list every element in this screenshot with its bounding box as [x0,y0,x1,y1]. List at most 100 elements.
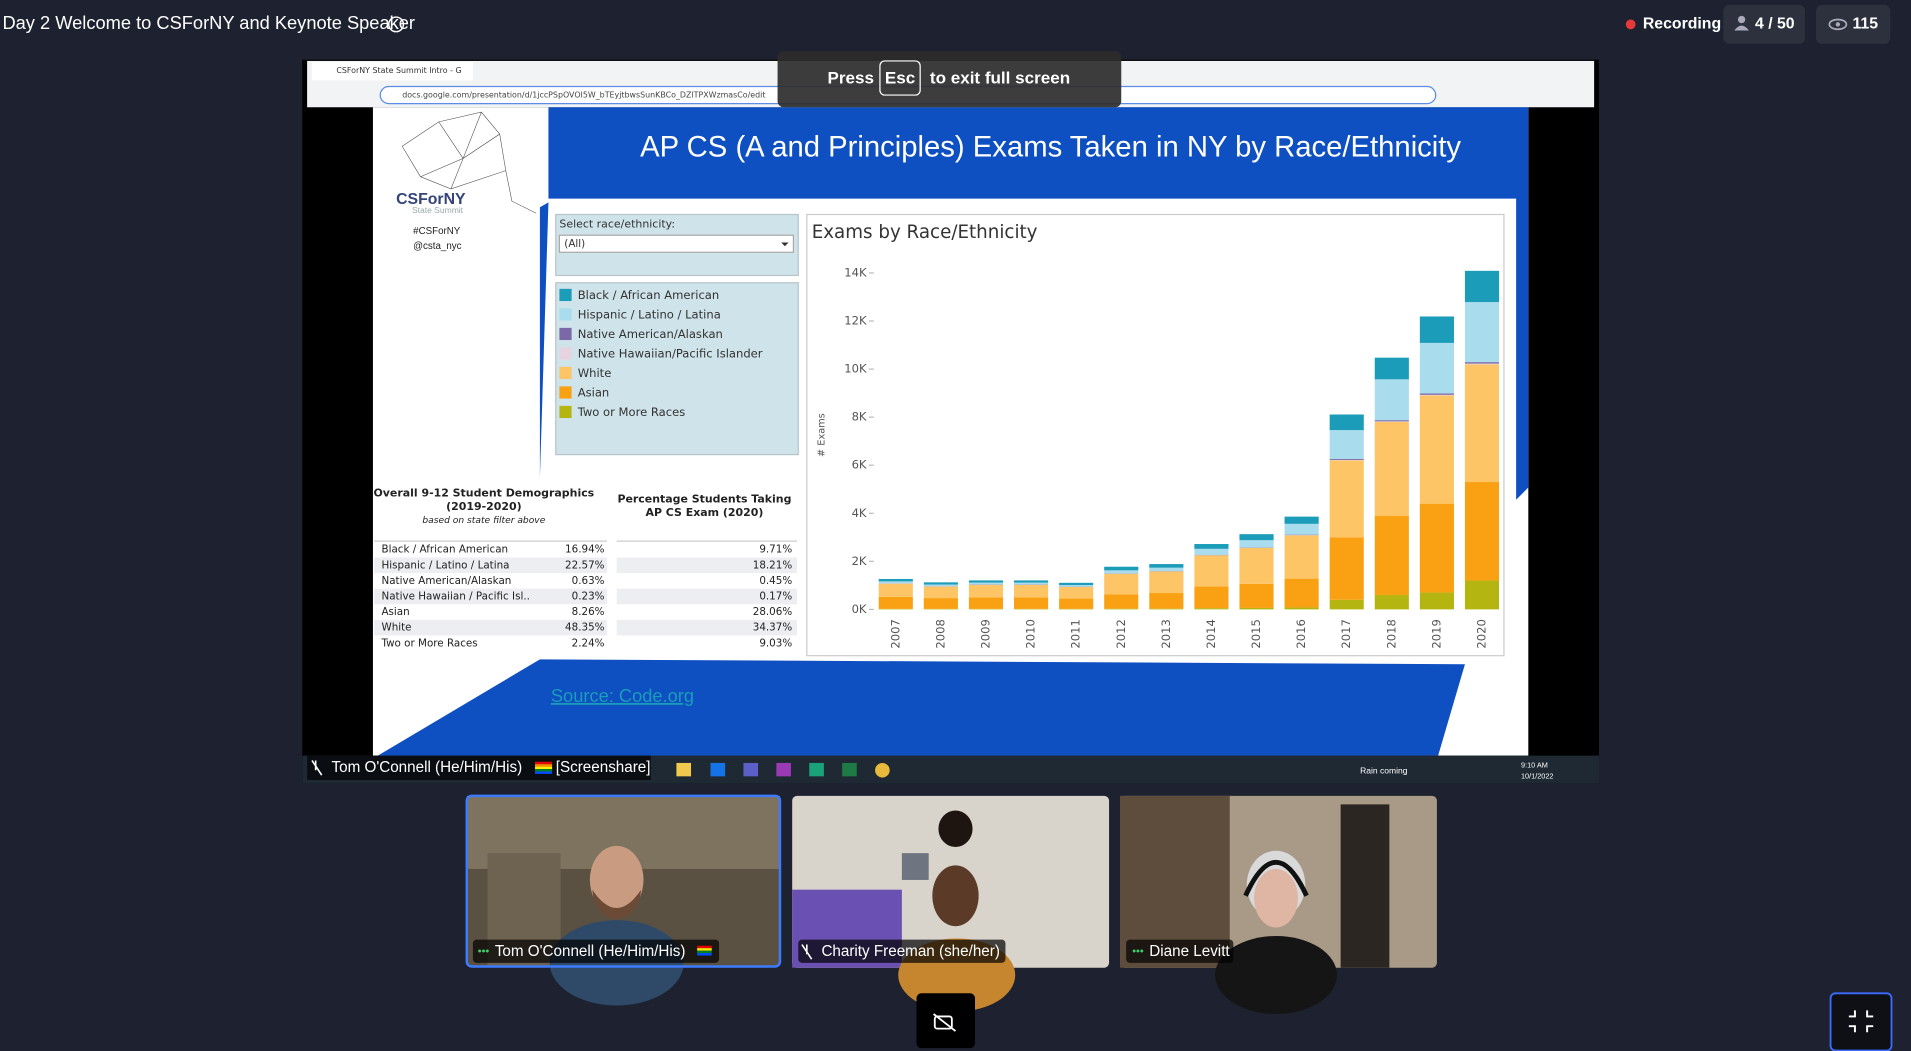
bar-segment [1014,582,1049,585]
row-label: Native Hawaiian / Pacific Isl.. [381,590,529,602]
bar-segment [1194,608,1229,610]
bar-segment [1374,379,1409,421]
bar-segment [1329,458,1364,460]
handle: @csta_nyc [413,241,461,252]
decoration [842,762,857,777]
decoration [592,889,642,919]
decoration [589,845,644,915]
bar-segment [1149,564,1184,568]
row-band [616,619,798,636]
slide-band [377,659,1465,756]
info-icon[interactable] [388,16,405,33]
x-tick-label: 2016 [1294,619,1308,648]
row-value: 48.35% [565,622,605,634]
filter-dropdown[interactable] [558,234,795,253]
legend-label: Black / African American [578,288,720,302]
bar-segment [923,584,958,587]
bar-segment [1104,594,1139,609]
decoration [697,953,712,956]
participants-button[interactable] [1723,4,1805,44]
decoration [1120,795,1230,968]
eye-icon [1835,22,1841,27]
notice-key: Esc [885,69,915,88]
legend: Black / African American Hispanic / Latin… [559,288,763,419]
legend-swatch [559,308,572,321]
bar-segment [878,596,913,609]
row-value: 9.03% [759,637,792,649]
decoration [801,944,813,960]
camera-button[interactable] [916,993,976,1049]
decoration [932,865,979,927]
bar-segment [1374,594,1409,610]
decoration [901,853,929,880]
bar-segment [1419,342,1454,394]
bar-segment [1059,582,1094,585]
viewers-button[interactable] [1815,4,1891,44]
bar-segment [1284,578,1319,608]
bar-segment [1284,535,1319,579]
video-tile[interactable]: ••• Tom O'Connell (He/Him/His) [465,794,782,1006]
bar-segment [1374,421,1409,422]
demographics-table: Black / African American 16.94% 9.71% Hispa… [374,540,798,649]
bar-segment [1464,363,1500,365]
decoration [535,761,553,765]
y-tick-label: 4K [852,506,867,520]
y-tick-label: 6K [852,458,867,472]
chart: 0K 2K 4K 6K 8K 10K 12K 14K 2007 2008 2009 2010 2011 2… [844,265,1500,649]
legend-swatch [559,386,572,399]
bar-segment [1464,362,1500,364]
bar-segment [1149,571,1184,594]
exit-fullscreen-button[interactable] [1829,992,1893,1051]
x-tick-label: 2018 [1384,619,1398,648]
browser-tab[interactable] [312,62,473,81]
source-link[interactable]: Source: Code.org [551,685,694,706]
clock-date: 10/1/2022 [1521,771,1553,780]
x-tick-label: 2012 [1114,619,1128,648]
x-tick-label: 2007 [888,619,902,648]
bar-segment [968,597,1004,609]
bar-segment [968,582,1004,585]
tab-title: CSForNY State Summit Intro - G [336,66,461,75]
filter-value: (All) [564,238,585,250]
decoration [676,762,692,777]
table-subheader: based on state filter above [422,516,545,526]
bar-segment [1104,573,1139,595]
bar-segment [923,582,958,585]
bar-segment [1104,570,1139,574]
video-tile[interactable]: ••• Diane Levitt [1120,795,1437,1014]
decoration [697,950,712,954]
decoration [809,762,824,777]
row-value: 16.94% [565,544,605,556]
key-box [879,60,921,96]
legend-label: Two or More Races [577,405,686,419]
bar-segment [1014,597,1049,609]
bar-segment [1419,394,1454,396]
x-tick-label: 2009 [978,619,992,648]
people-icon [1737,15,1746,24]
bar-segment [1149,608,1184,610]
row-value: 18.21% [753,559,793,571]
bar-segment [1194,548,1229,555]
table-header: AP CS Exam (2020) [645,506,763,519]
decoration: ••• [1132,946,1144,958]
y-tick-label: 8K [852,410,867,424]
decoration [798,939,1006,963]
recording-label: Recording [1643,16,1721,33]
bar-segment [923,598,958,609]
table-header: (2019-2020) [446,500,522,513]
meeting-title: Day 2 Welcome to CSForNY and Keynote Spe… [2,12,415,33]
x-tick-label: 2015 [1249,619,1263,648]
bar-segment [1194,544,1229,549]
table-header: Overall 9-12 Student Demographics [373,487,594,500]
decoration [743,762,759,777]
row-label: Two or More Races [380,637,477,649]
decoration [710,762,726,777]
bar-segment [1239,583,1274,608]
bar-segment [1464,482,1500,581]
decoration [1215,936,1337,1014]
decoration [875,762,890,778]
weather: Rain coming [1360,766,1408,776]
row-band [616,588,798,605]
row-value: 0.23% [572,590,605,602]
